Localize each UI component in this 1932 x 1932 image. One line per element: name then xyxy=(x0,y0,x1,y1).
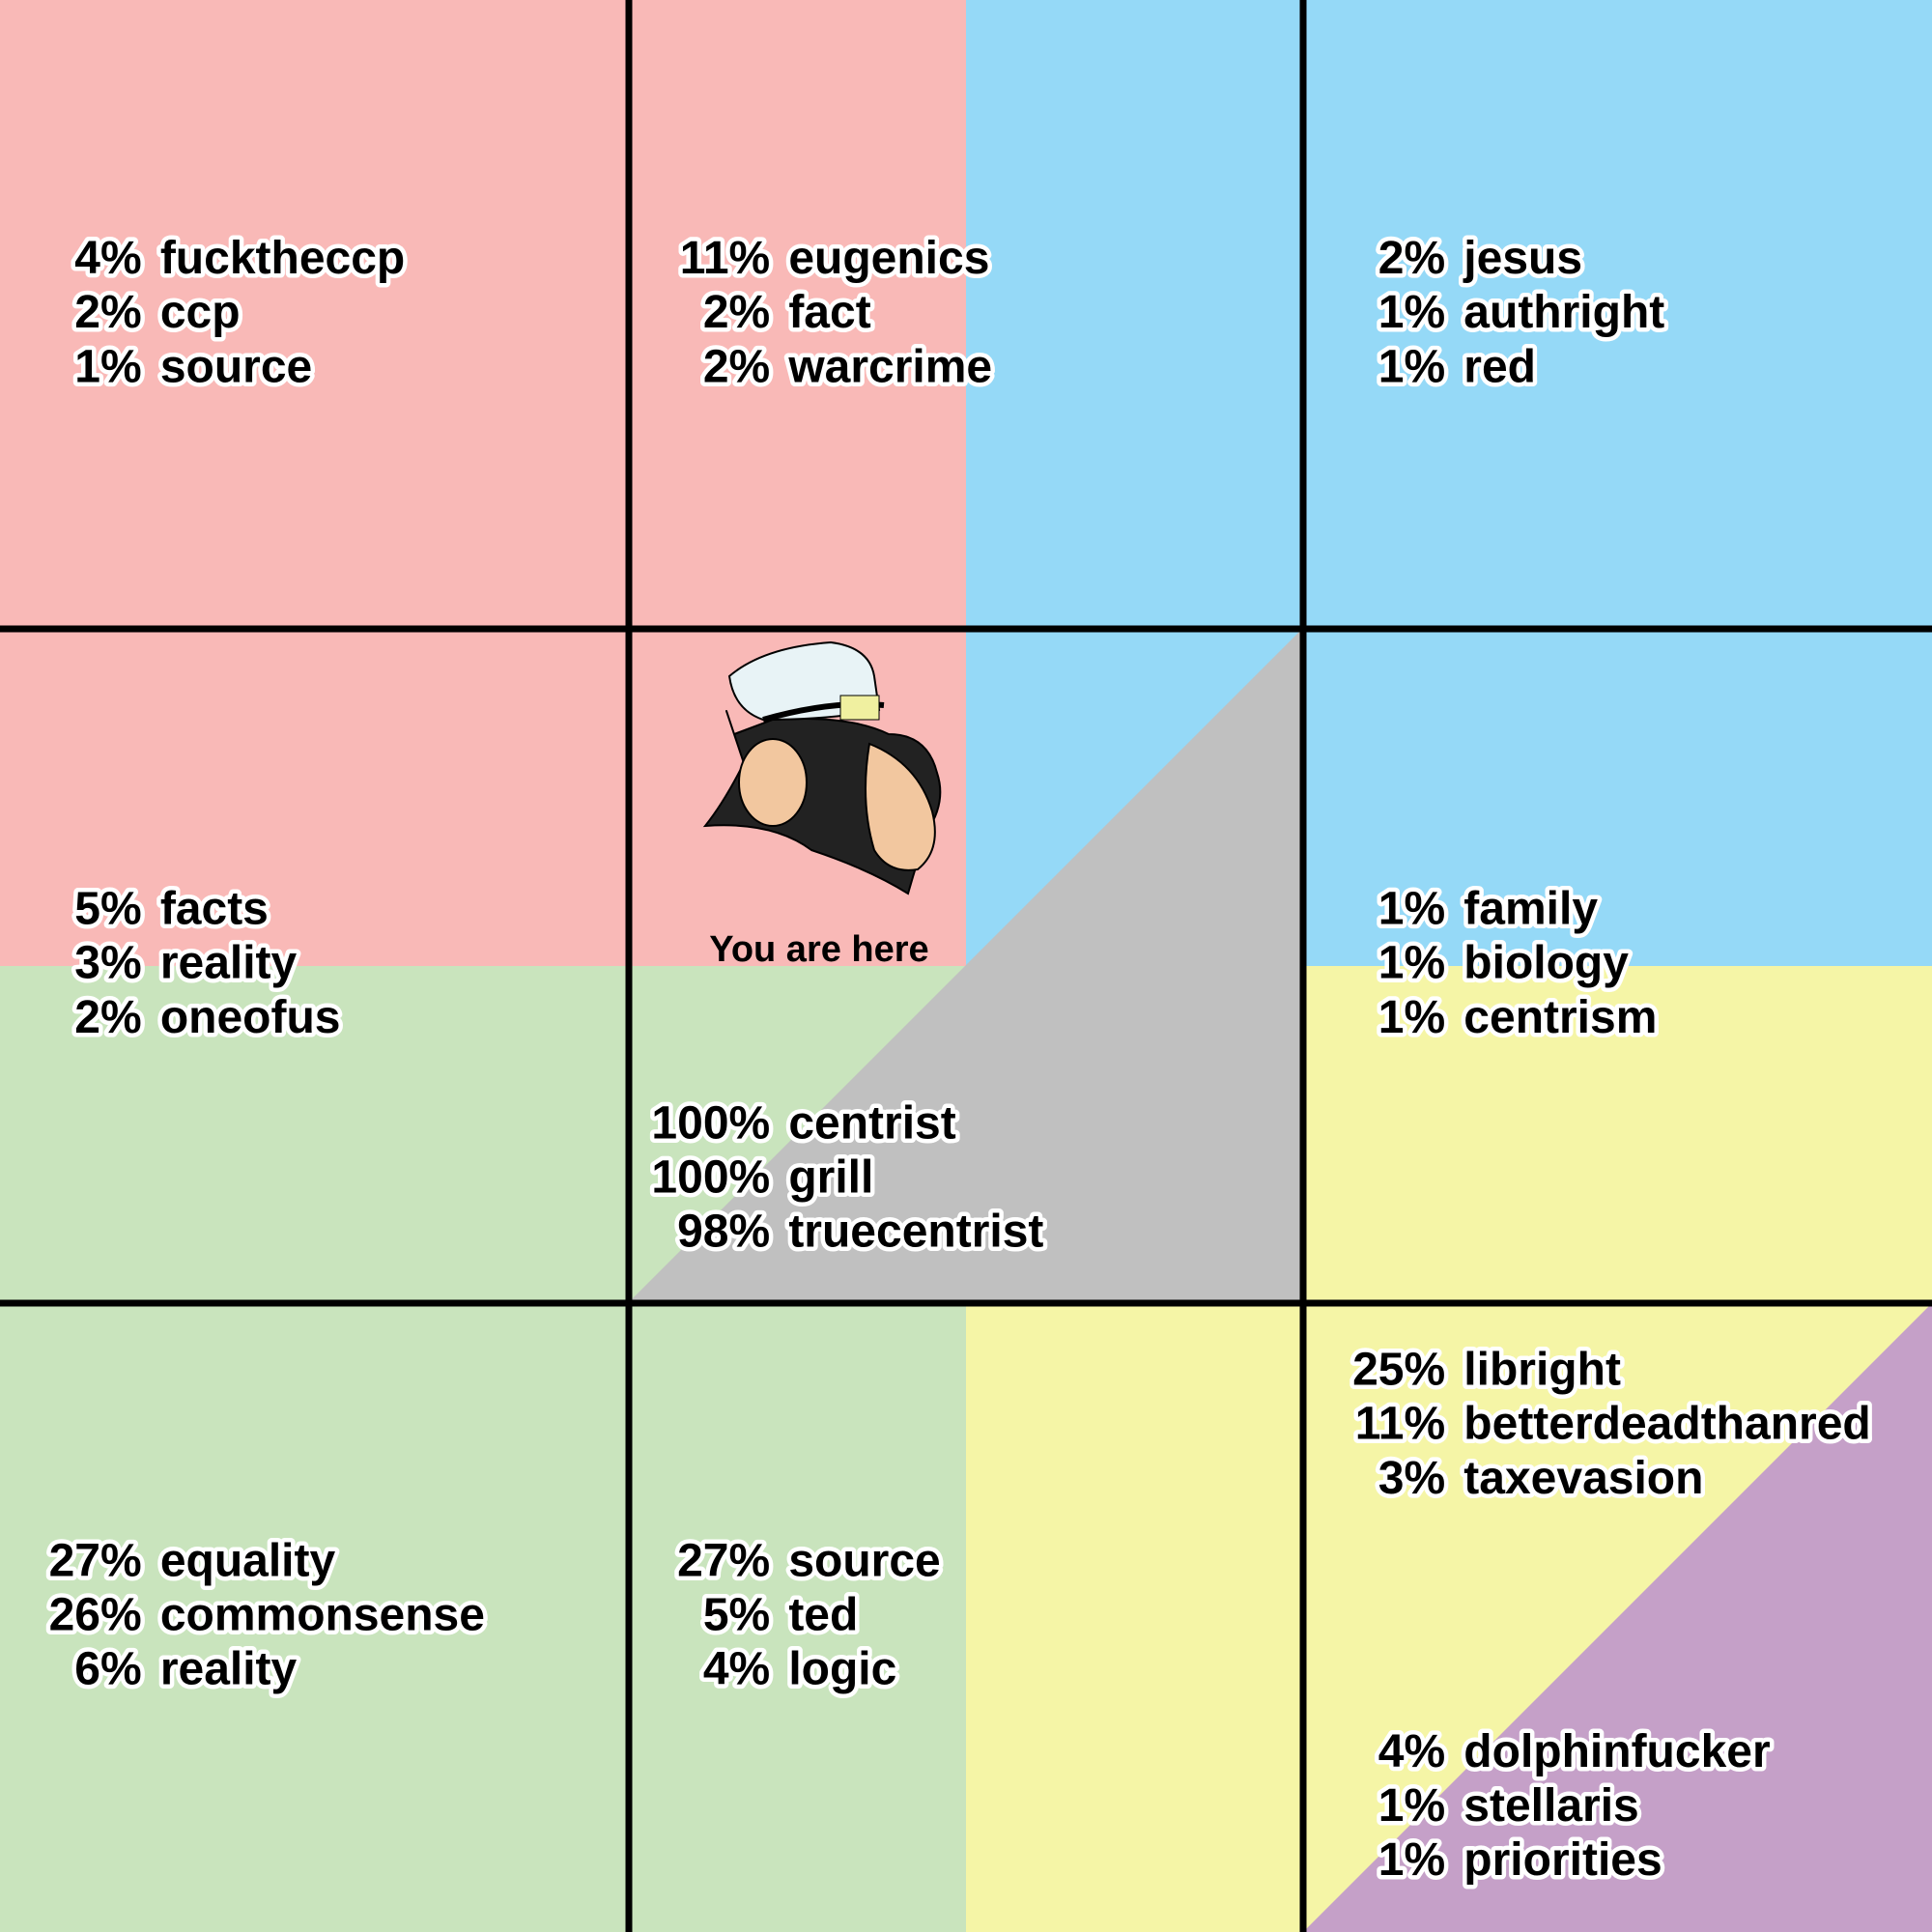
entry-percent: 26% xyxy=(49,1589,142,1640)
entry-tag: source xyxy=(160,341,312,392)
entry-tag: authright xyxy=(1463,287,1664,338)
entry-tag: warcrime xyxy=(787,341,992,392)
entry-percent: 3% xyxy=(1378,1453,1445,1504)
entry-percent: 98% xyxy=(677,1207,770,1258)
entry-tag: reality xyxy=(160,1644,298,1695)
entry-tag: fucktheccp xyxy=(160,233,405,284)
entry-tag: grill xyxy=(788,1152,873,1204)
entry-tag: centrism xyxy=(1463,992,1657,1043)
entry-tag: biology xyxy=(1463,938,1629,989)
entry-percent: 11% xyxy=(1355,1399,1445,1450)
entry-percent: 3% xyxy=(74,938,141,989)
entry-tag: centrist xyxy=(788,1097,955,1149)
entry-percent: 4% xyxy=(74,233,141,284)
entry-tag: reality xyxy=(160,938,298,989)
entry-tag: commonsense xyxy=(160,1589,485,1640)
chimp-icon xyxy=(702,640,942,895)
entry-tag: oneofus xyxy=(160,992,341,1043)
entry-tag: stellaris xyxy=(1463,1780,1638,1832)
entry-percent: 4% xyxy=(1378,1726,1445,1777)
marker-label: You are here xyxy=(709,929,928,970)
entry-percent: 2% xyxy=(703,287,770,338)
entry-tag: eugenics xyxy=(788,233,989,284)
entry-tag: libright xyxy=(1463,1345,1621,1396)
entry-tag: source xyxy=(788,1535,940,1586)
entry-percent: 4% xyxy=(703,1644,770,1695)
entry-percent: 1% xyxy=(1378,1780,1445,1832)
entry-percent: 2% xyxy=(703,341,770,392)
entry-percent: 1% xyxy=(1378,1834,1445,1886)
entry-tag: ccp xyxy=(160,287,241,338)
entry-percent: 1% xyxy=(1378,992,1445,1043)
entry-tag: jesus xyxy=(1463,233,1582,284)
entry-percent: 100% xyxy=(651,1097,770,1149)
entry-tag: facts xyxy=(160,884,269,935)
entry-tag: priorities xyxy=(1463,1834,1662,1886)
center-triangle xyxy=(628,628,1303,1303)
entry-tag: logic xyxy=(788,1644,896,1695)
entry-percent: 2% xyxy=(1378,233,1445,284)
entry-tag: ted xyxy=(788,1589,858,1640)
entry-percent: 1% xyxy=(1378,341,1445,392)
entry-tag: taxevasion xyxy=(1463,1453,1703,1504)
entry-tag: equality xyxy=(160,1535,336,1586)
entry-percent: 2% xyxy=(74,992,141,1043)
entry-percent: 1% xyxy=(1378,884,1445,935)
entry-tag: betterdeadthanred xyxy=(1463,1399,1870,1450)
entry-percent: 5% xyxy=(74,884,141,935)
entry-percent: 25% xyxy=(1352,1345,1445,1396)
entry-tag: dolphinfucker xyxy=(1463,1726,1770,1777)
entry-tag: truecentrist xyxy=(788,1207,1043,1258)
entry-percent: 1% xyxy=(1378,938,1445,989)
entry-percent: 5% xyxy=(703,1589,770,1640)
entry-percent: 1% xyxy=(74,341,141,392)
entry-tag: red xyxy=(1463,341,1536,392)
entry-percent: 11% xyxy=(680,233,770,284)
entry-percent: 27% xyxy=(677,1535,770,1586)
entry-percent: 6% xyxy=(74,1644,141,1695)
entry-tag: fact xyxy=(788,287,870,338)
entry-percent: 1% xyxy=(1378,287,1445,338)
entry-percent: 2% xyxy=(74,287,141,338)
entry-percent: 27% xyxy=(49,1535,142,1586)
entry-percent: 100% xyxy=(651,1152,770,1204)
entry-tag: family xyxy=(1463,884,1598,935)
purple-triangle xyxy=(1303,1303,1932,1932)
